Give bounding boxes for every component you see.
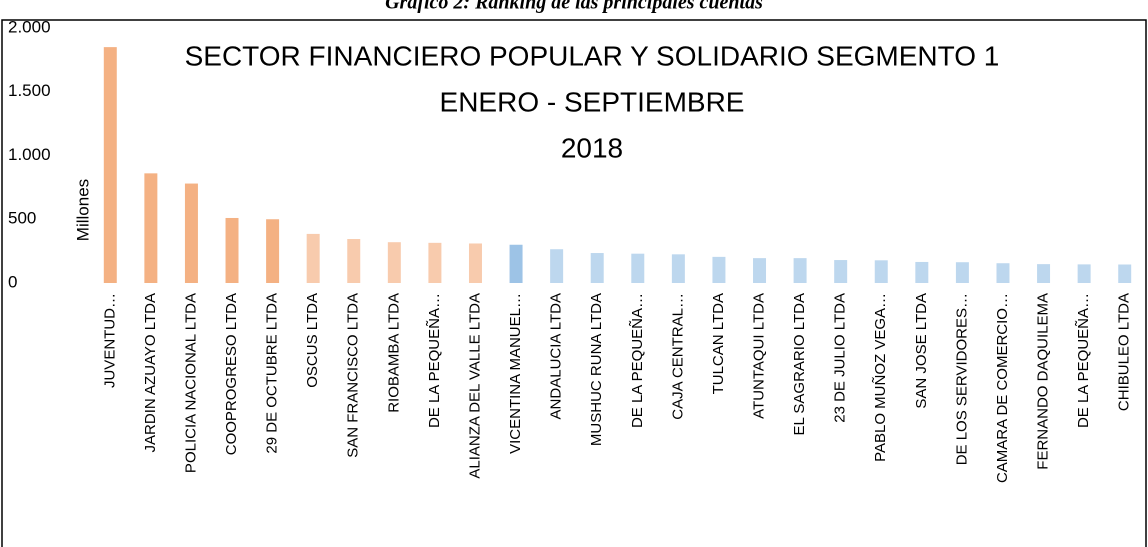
bar (996, 263, 1010, 283)
x-tick-label: SAN JOSE LTDA (913, 293, 930, 409)
bar (347, 239, 361, 283)
bar (468, 243, 482, 283)
chart-title: ENERO - SEPTIEMBRE (440, 86, 745, 117)
x-tick-label: JUVENTUD… (101, 293, 118, 388)
x-tick-label: PABLO MUÑOZ VEGA… (872, 293, 889, 462)
bar (103, 47, 117, 283)
x-tick-label: TULCAN LTDA (710, 293, 727, 394)
bar (1077, 264, 1091, 283)
bar (1118, 264, 1132, 283)
bar (834, 260, 848, 283)
bar (915, 261, 929, 283)
x-tick-label: JARDIN AZUAYO LTDA (142, 293, 159, 452)
x-tick-label: ATUNTAQUI LTDA (750, 293, 767, 419)
x-tick-label: CHIBULEO LTDA (1116, 293, 1133, 411)
bar (955, 262, 969, 283)
x-tick-label: FERNANDO DAQUILEMA (1035, 293, 1052, 470)
x-tick-label: VICENTINA MANUEL… (507, 293, 524, 454)
bar (550, 249, 564, 283)
y-tick-label: 0 (8, 272, 17, 291)
y-tick-label: 500 (8, 209, 36, 228)
x-tick-label: DE LOS SERVIDORES… (953, 293, 970, 465)
chart-title: 2018 (561, 132, 623, 163)
chart-border (1, 19, 1147, 547)
x-tick-label: DE LA PEQUEÑA… (426, 293, 443, 428)
bar (793, 258, 807, 283)
figure-caption: Gráfico 2: Ranking de las principales cu… (385, 0, 763, 14)
x-tick-label: ALIANZA DEL VALLE LTDA (466, 293, 483, 479)
bar (590, 253, 604, 283)
y-tick-label: 2.000 (8, 17, 51, 36)
x-tick-label: OSCUS LTDA (304, 293, 321, 388)
bar (144, 173, 158, 283)
x-tick-label: EL SAGRARIO LTDA (791, 293, 808, 436)
bar (428, 242, 442, 283)
x-tick-label: POLICIA NACIONAL LTDA (182, 293, 199, 473)
bar (509, 244, 523, 283)
y-axis-label: Millones (73, 179, 92, 241)
x-tick-label: DE LA PEQUEÑA… (1075, 293, 1092, 428)
x-tick-label: CAMARA DE COMERCIO… (994, 293, 1011, 483)
bar (753, 258, 767, 283)
bar (1037, 264, 1051, 283)
bar (874, 260, 888, 283)
bar (671, 254, 685, 283)
y-tick-label: 1.500 (8, 81, 51, 100)
x-tick-label: CAJA CENTRAL… (669, 293, 686, 420)
bar (712, 256, 726, 283)
bar (184, 183, 198, 283)
bar (266, 219, 280, 283)
x-tick-label: ANDALUCIA LTDA (548, 293, 565, 419)
chart-title: SECTOR FINANCIERO POPULAR Y SOLIDARIO SE… (185, 40, 1000, 71)
x-tick-label: MUSHUC RUNA LTDA (588, 293, 605, 446)
bar (306, 233, 320, 283)
y-tick-label: 1.000 (8, 145, 51, 164)
x-tick-label: COOPROGRESO LTDA (223, 293, 240, 455)
x-tick-label: 29 DE OCTUBRE LTDA (264, 293, 281, 454)
bar (225, 217, 239, 283)
x-tick-label: RIOBAMBA LTDA (385, 293, 402, 413)
x-tick-label: SAN FRANCISCO LTDA (345, 293, 362, 458)
bar (387, 242, 401, 283)
x-tick-label: 23 DE JULIO LTDA (832, 293, 849, 423)
bar (631, 253, 645, 283)
x-tick-label: DE LA PEQUEÑA… (629, 293, 646, 428)
